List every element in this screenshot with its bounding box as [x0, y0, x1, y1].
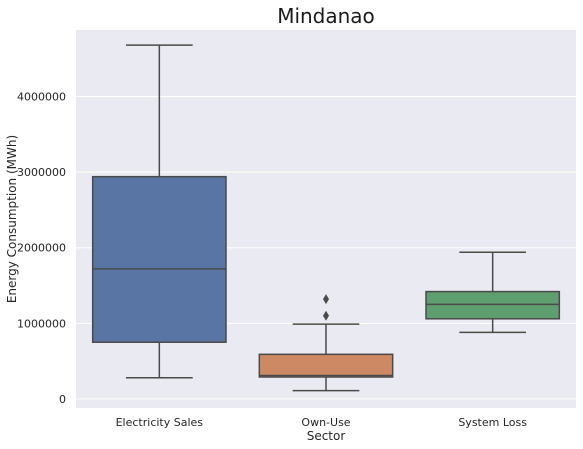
box-iqr [258, 353, 394, 378]
y-tick-label: 0 [59, 393, 66, 406]
x-tick-label: System Loss [458, 416, 527, 429]
boxes-group [91, 44, 561, 392]
y-tick-label: 1000000 [17, 317, 66, 330]
outlier-point [323, 310, 329, 321]
y-tick-label: 4000000 [17, 91, 66, 104]
y-tick-label: 2000000 [17, 242, 66, 255]
y-axis-label: Energy Consumption (MWh) [5, 135, 19, 303]
box-iqr [91, 175, 227, 343]
x-axis-label: Sector [307, 429, 346, 443]
y-tick-label: 3000000 [17, 166, 66, 179]
y-tick-labels: 0 1000000 2000000 3000000 4000000 [17, 91, 66, 406]
chart-title: Mindanao [277, 4, 375, 28]
x-tick-label: Electricity Sales [116, 416, 204, 429]
x-tick-labels: Electricity Sales Own-Use System Loss [116, 416, 528, 429]
outlier-point [323, 294, 329, 305]
x-tick-label: Own-Use [301, 416, 350, 429]
box-iqr [425, 290, 561, 320]
